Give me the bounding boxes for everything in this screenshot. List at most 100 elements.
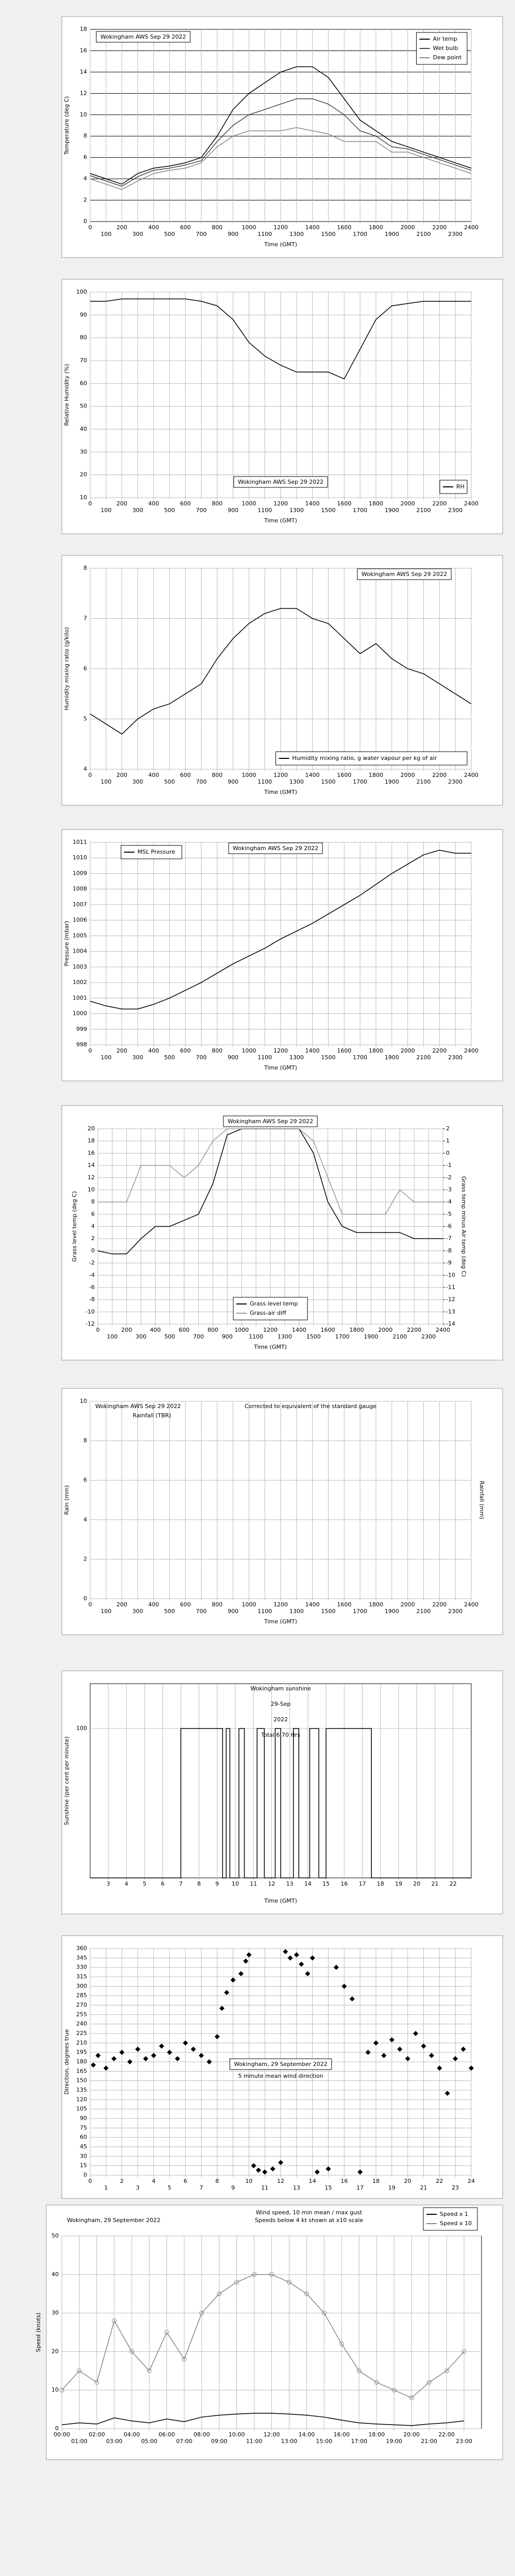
x-tick-label: 2400	[464, 1601, 478, 1608]
x-tick-label: 1300	[278, 1333, 292, 1340]
x-tick-label: 700	[196, 1608, 207, 1615]
y-tick-label: 120	[76, 2096, 87, 2103]
x-tick-label: 2300	[448, 507, 462, 514]
y-tick-label: -10	[85, 1308, 95, 1315]
y2-tick-label: 0	[446, 1149, 450, 1156]
x-tick-label: 1900	[385, 778, 399, 785]
x-tick-label: 1700	[353, 778, 367, 785]
x-axis-label: Time (GMT)	[264, 789, 297, 795]
y-tick-label: 1008	[73, 886, 87, 892]
x-tick-label: 2200	[432, 1601, 447, 1608]
point	[135, 2046, 141, 2052]
y-axis-label: Relative Humidity (%)	[63, 364, 70, 426]
y2-tick-label: -14	[446, 1320, 455, 1327]
y-tick-label: 40	[52, 2271, 59, 2278]
x-tick-label: 800	[212, 772, 222, 778]
x-tick-label: 900	[228, 778, 238, 785]
y-tick-label: 1002	[73, 979, 87, 986]
x-tick-label: 2400	[464, 500, 478, 507]
x-tick-label: 8	[215, 2178, 219, 2184]
x-tick-label: 2400	[464, 1047, 478, 1054]
point	[243, 1958, 249, 1964]
x-tick-label: 1100	[258, 1054, 272, 1061]
legend-box	[439, 480, 468, 494]
point	[444, 2091, 450, 2096]
x-tick-label: 10	[245, 2178, 252, 2184]
x-tick-label: 1800	[369, 500, 383, 507]
marker	[391, 2387, 397, 2393]
x-tick-label: 1500	[306, 1333, 321, 1340]
point	[111, 2056, 117, 2061]
x-tick-label: 2300	[448, 231, 462, 238]
chart-title: Wokingham AWS Sep 29 2022	[100, 33, 186, 40]
point	[294, 1952, 299, 1958]
x-tick-label: 400	[148, 500, 159, 507]
marker	[94, 2380, 99, 2385]
legend-box	[423, 2207, 478, 2231]
y-tick-label: 90	[80, 311, 87, 318]
x-tick-label: 1500	[321, 1054, 336, 1061]
marker	[444, 2368, 449, 2374]
y2-tick-label: -11	[446, 1284, 455, 1291]
y-tick-label: 240	[76, 2021, 87, 2027]
point	[314, 2169, 320, 2175]
y-tick-label: 6	[91, 1211, 95, 1217]
x-tick-label: 500	[164, 1608, 175, 1615]
x-tick-label: 20	[404, 2178, 411, 2184]
legend-box	[233, 1297, 308, 1320]
y2-axis-label: Rainfall (mm)	[478, 1481, 485, 1519]
marker	[426, 2380, 432, 2385]
y-tick-label: 1004	[73, 948, 87, 955]
x-tick-label: 1300	[289, 231, 304, 238]
x-tick-label: 04:00	[124, 2431, 140, 2438]
x-tick-label: 1200	[273, 772, 288, 778]
y-tick-label: 12	[88, 1174, 95, 1181]
x-tick-label: 1100	[258, 507, 272, 514]
y-tick-label: 100	[76, 289, 87, 295]
x-tick-label: 100	[100, 1054, 111, 1061]
y2-tick-label: -12	[446, 1296, 455, 1303]
x-tick-label: 15	[325, 2184, 332, 2191]
x-tick-label: 20:00	[403, 2431, 420, 2438]
y-tick-label: 30	[80, 2153, 87, 2159]
x-tick-label: 900	[228, 507, 238, 514]
x-tick-label: 2100	[417, 1608, 431, 1615]
x-tick-label: 17	[359, 1880, 366, 1887]
y-tick-label: 2	[83, 197, 87, 204]
x-tick-label: 17:00	[351, 2438, 367, 2445]
x-tick-label: 600	[180, 1601, 191, 1608]
x-tick-label: 1300	[289, 507, 304, 514]
y-axis-label: Speed (knots)	[35, 2313, 42, 2352]
series-line	[90, 298, 471, 380]
point	[460, 2046, 466, 2052]
y-tick-label: 30	[80, 448, 87, 455]
x-tick-label: 1700	[335, 1333, 350, 1340]
series-line	[98, 1128, 443, 1215]
y-tick-label: 105	[76, 2106, 87, 2112]
x-tick-label: 1800	[369, 1601, 383, 1608]
point	[151, 2053, 157, 2058]
x-tick-label: 2100	[417, 1054, 431, 1061]
marker	[286, 2280, 291, 2285]
y-tick-label: 1007	[73, 901, 87, 908]
x-tick-label: 03:00	[106, 2438, 123, 2445]
x-tick-label: 1200	[273, 1601, 288, 1608]
series-line	[90, 850, 471, 1010]
x-tick-label: 7	[179, 1880, 183, 1887]
x-tick-label: 1400	[305, 1601, 320, 1608]
x-tick-label: 200	[121, 1327, 132, 1333]
x-tick-label: 16	[340, 1880, 348, 1887]
x-tick-label: 800	[212, 1601, 222, 1608]
point	[183, 2040, 188, 2046]
y-tick-label: 6	[83, 1477, 87, 1483]
point	[255, 2167, 261, 2173]
marker	[304, 2291, 309, 2296]
marker	[147, 2368, 152, 2374]
point	[397, 2046, 403, 2052]
x-tick-label: 7	[199, 2184, 203, 2191]
x-tick-label: 20	[413, 1880, 420, 1887]
x-tick-label: 1500	[321, 507, 336, 514]
y-tick-label: 1000	[73, 1010, 87, 1017]
point	[238, 1971, 244, 1976]
y-tick-label: 10	[88, 1186, 95, 1193]
